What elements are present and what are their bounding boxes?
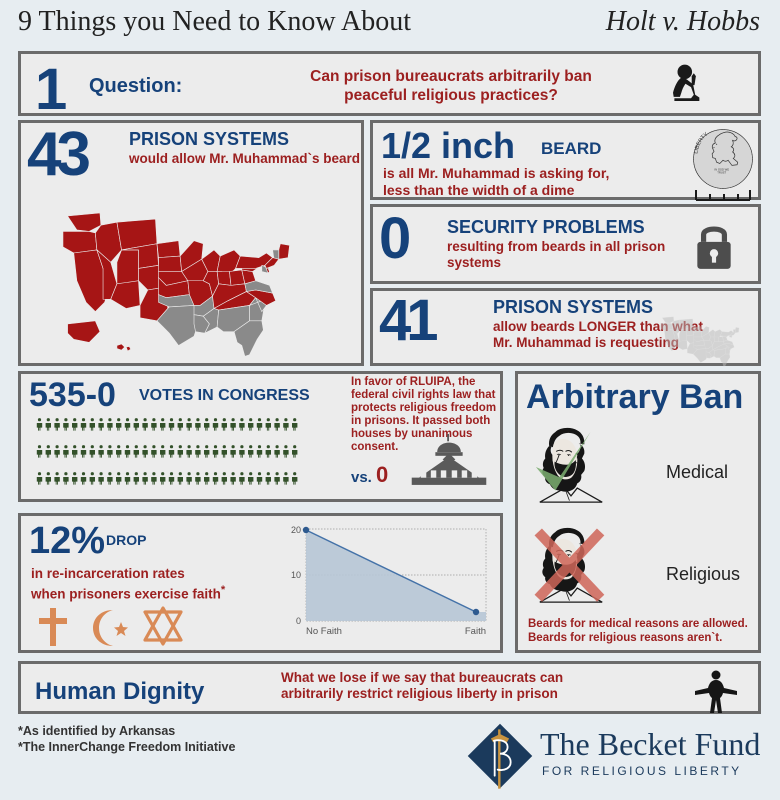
svg-text:TRUST: TRUST <box>717 171 726 175</box>
svg-text:10: 10 <box>291 570 301 580</box>
svg-text:0: 0 <box>296 616 301 626</box>
svg-text:IN GOD WE: IN GOD WE <box>714 168 729 172</box>
svg-text:Faith: Faith <box>465 626 486 637</box>
svg-text:20: 20 <box>291 525 301 535</box>
svg-text:No Faith: No Faith <box>306 626 342 637</box>
